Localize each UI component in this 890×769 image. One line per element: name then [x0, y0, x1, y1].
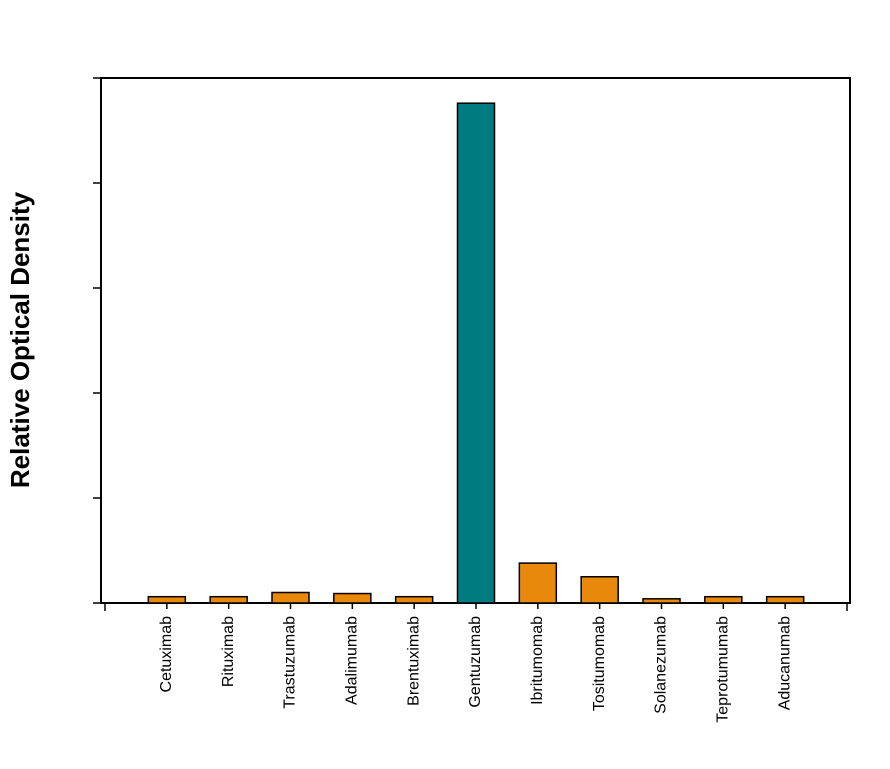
bar: [456, 102, 496, 604]
bar: [518, 562, 558, 604]
bar: [209, 595, 248, 604]
x-tick-label: Ibritumomab: [529, 616, 546, 705]
x-tick-label: Gentuzumab: [467, 616, 484, 708]
bar: [394, 595, 434, 604]
x-tick-label: Trastuzumab: [282, 616, 299, 709]
bar: [704, 595, 743, 604]
bar: [642, 598, 681, 604]
x-tick-label: Teprotumumab: [715, 616, 732, 723]
x-tick-label: Cetuximab: [158, 616, 175, 693]
x-tick-label: Aducanumab: [776, 616, 793, 710]
x-tick-label: Brentuximab: [405, 616, 422, 706]
bar: [580, 576, 619, 604]
bar: [765, 595, 805, 604]
x-tick-label: Tositumomab: [591, 616, 608, 711]
bar: [271, 591, 310, 604]
bar: [333, 592, 372, 604]
x-tick-label: Rituximab: [220, 616, 237, 687]
x-tick-label: Solanezumab: [653, 616, 670, 714]
bar: [147, 595, 187, 604]
y-axis-label: Relative Optical Density: [5, 191, 35, 488]
x-tick-label: Adalimumab: [344, 616, 361, 705]
